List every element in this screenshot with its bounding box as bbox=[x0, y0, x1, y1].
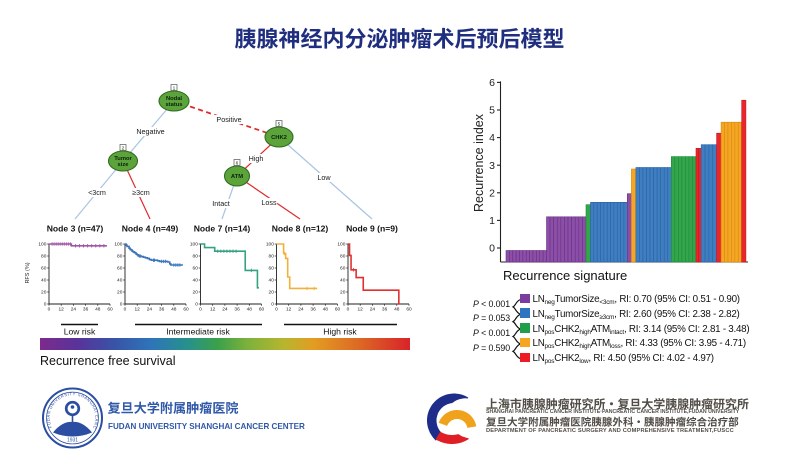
svg-text:6: 6 bbox=[489, 77, 495, 89]
svg-text:Node 7 (n=14): Node 7 (n=14) bbox=[194, 224, 251, 234]
svg-text:36: 36 bbox=[310, 307, 316, 313]
svg-text:80: 80 bbox=[117, 254, 123, 260]
svg-text:1: 1 bbox=[489, 215, 495, 227]
svg-text:12: 12 bbox=[286, 307, 292, 313]
svg-text:40: 40 bbox=[269, 278, 275, 284]
svg-text:12: 12 bbox=[135, 307, 141, 313]
svg-text:5: 5 bbox=[489, 105, 495, 117]
svg-text:Recurrence index: Recurrence index bbox=[472, 113, 486, 212]
svg-text:20: 20 bbox=[193, 290, 199, 296]
svg-text:3: 3 bbox=[489, 160, 495, 172]
svg-text:100: 100 bbox=[337, 242, 345, 248]
svg-text:0: 0 bbox=[124, 307, 127, 313]
svg-text:0: 0 bbox=[271, 302, 274, 308]
svg-text:80: 80 bbox=[269, 254, 275, 260]
svg-text:<3cm: <3cm bbox=[88, 188, 106, 197]
svg-text:60: 60 bbox=[117, 266, 123, 272]
svg-text:20: 20 bbox=[117, 290, 123, 296]
svg-text:0: 0 bbox=[44, 302, 47, 308]
svg-text:48: 48 bbox=[394, 307, 400, 313]
svg-text:100: 100 bbox=[266, 242, 274, 248]
svg-text:High risk: High risk bbox=[323, 327, 357, 337]
svg-text:20: 20 bbox=[340, 290, 346, 296]
svg-text:24: 24 bbox=[147, 307, 153, 313]
svg-text:size: size bbox=[118, 162, 130, 168]
svg-text:0: 0 bbox=[195, 302, 198, 308]
svg-text:20: 20 bbox=[41, 290, 47, 296]
svg-text:Nodal: Nodal bbox=[166, 96, 182, 102]
svg-text:Node 3 (n=47): Node 3 (n=47) bbox=[47, 224, 104, 234]
svg-text:0: 0 bbox=[347, 307, 350, 313]
svg-text:36: 36 bbox=[159, 307, 165, 313]
svg-text:100: 100 bbox=[38, 242, 46, 248]
svg-text:24: 24 bbox=[222, 307, 228, 313]
svg-text:Tumor: Tumor bbox=[114, 156, 132, 162]
svg-text:100: 100 bbox=[114, 242, 122, 248]
svg-text:4: 4 bbox=[489, 132, 495, 144]
svg-text:≥3cm: ≥3cm bbox=[132, 188, 150, 197]
svg-text:Positive: Positive bbox=[216, 115, 241, 124]
svg-text:24: 24 bbox=[370, 307, 376, 313]
svg-text:Low risk: Low risk bbox=[64, 327, 96, 337]
svg-text:60: 60 bbox=[259, 307, 265, 313]
svg-text:40: 40 bbox=[340, 278, 346, 284]
svg-text:60: 60 bbox=[406, 307, 412, 313]
svg-text:0: 0 bbox=[275, 307, 278, 313]
svg-text:2: 2 bbox=[122, 145, 125, 151]
svg-text:24: 24 bbox=[298, 307, 304, 313]
svg-text:12: 12 bbox=[358, 307, 364, 313]
svg-text:80: 80 bbox=[41, 254, 47, 260]
svg-text:Node 9 (n=9): Node 9 (n=9) bbox=[346, 224, 398, 234]
svg-text:0: 0 bbox=[489, 243, 495, 255]
svg-text:0: 0 bbox=[120, 302, 123, 308]
svg-text:High: High bbox=[249, 154, 264, 163]
svg-text:2: 2 bbox=[489, 187, 495, 199]
svg-text:40: 40 bbox=[193, 278, 199, 284]
svg-text:80: 80 bbox=[193, 254, 199, 260]
svg-text:1931: 1931 bbox=[67, 438, 78, 444]
svg-text:12: 12 bbox=[59, 307, 65, 313]
svg-text:36: 36 bbox=[382, 307, 388, 313]
svg-text:6: 6 bbox=[236, 160, 239, 166]
svg-text:40: 40 bbox=[41, 278, 47, 284]
svg-text:60: 60 bbox=[193, 266, 199, 272]
svg-text:100: 100 bbox=[190, 242, 198, 248]
svg-text:Low: Low bbox=[317, 173, 331, 182]
svg-text:60: 60 bbox=[340, 266, 346, 272]
svg-text:5: 5 bbox=[278, 121, 281, 127]
svg-text:ATM: ATM bbox=[231, 174, 243, 180]
svg-text:60: 60 bbox=[183, 307, 189, 313]
svg-text:48: 48 bbox=[323, 307, 329, 313]
svg-text:24: 24 bbox=[71, 307, 77, 313]
svg-text:60: 60 bbox=[335, 307, 341, 313]
svg-text:0: 0 bbox=[48, 307, 51, 313]
svg-text:0: 0 bbox=[343, 302, 346, 308]
svg-text:Negative: Negative bbox=[136, 127, 164, 136]
svg-text:36: 36 bbox=[234, 307, 240, 313]
svg-text:40: 40 bbox=[117, 278, 123, 284]
svg-text:Intermediate risk: Intermediate risk bbox=[166, 327, 230, 337]
svg-text:48: 48 bbox=[95, 307, 101, 313]
svg-text:20: 20 bbox=[269, 290, 275, 296]
svg-text:60: 60 bbox=[269, 266, 275, 272]
svg-text:36: 36 bbox=[83, 307, 89, 313]
svg-text:Intact: Intact bbox=[212, 199, 230, 208]
svg-text:60: 60 bbox=[107, 307, 113, 313]
svg-text:12: 12 bbox=[210, 307, 216, 313]
svg-text:RFS (%): RFS (%) bbox=[25, 262, 31, 283]
svg-text:1: 1 bbox=[173, 85, 176, 91]
svg-text:60: 60 bbox=[41, 266, 47, 272]
svg-text:Node 4 (n=49): Node 4 (n=49) bbox=[122, 224, 179, 234]
svg-text:CHK2: CHK2 bbox=[271, 135, 287, 141]
svg-text:48: 48 bbox=[247, 307, 253, 313]
svg-text:0: 0 bbox=[199, 307, 202, 313]
svg-text:48: 48 bbox=[171, 307, 177, 313]
svg-text:status: status bbox=[165, 102, 182, 108]
svg-text:Node 8 (n=12): Node 8 (n=12) bbox=[272, 224, 329, 234]
svg-text:Loss: Loss bbox=[261, 198, 277, 207]
svg-text:80: 80 bbox=[340, 254, 346, 260]
